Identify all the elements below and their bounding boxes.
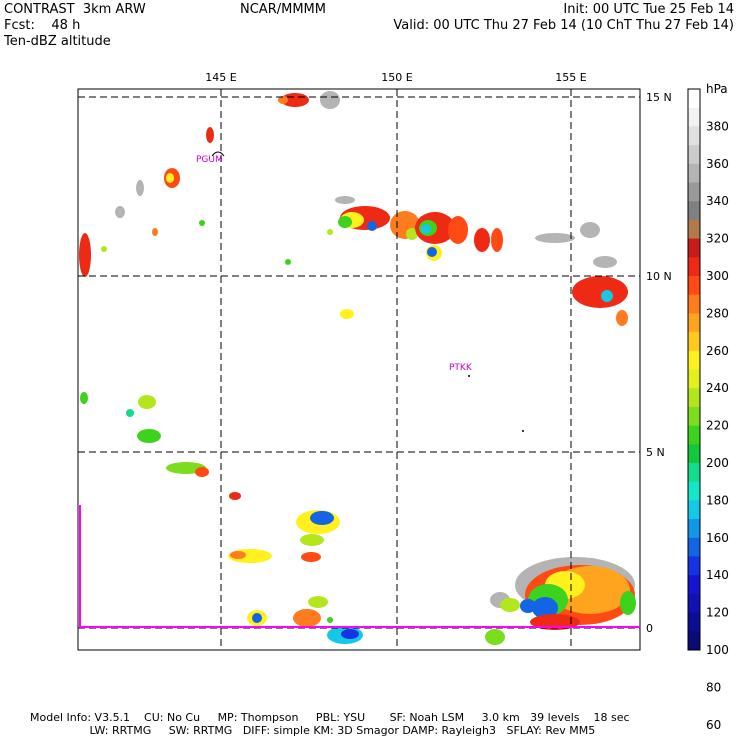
colorbar-swatch <box>688 463 700 483</box>
colorbar-unit: hPa <box>706 82 728 96</box>
colorbar-swatch <box>688 89 700 109</box>
lat-label-5n: 5 N <box>646 446 665 459</box>
colorbar-label: 380 <box>706 119 729 133</box>
colorbar-label: 160 <box>706 531 729 545</box>
station-dot <box>468 375 470 377</box>
colorbar-label: 180 <box>706 493 729 507</box>
field-name: Ten-dBZ altitude <box>4 34 111 49</box>
colorbar-label: 260 <box>706 344 729 358</box>
cells-southeast-complex <box>485 565 636 645</box>
cells-north-row <box>327 206 503 261</box>
colorbar-label: 360 <box>706 157 729 171</box>
colorbar-label: 100 <box>706 643 729 657</box>
cells-south <box>228 510 363 644</box>
colorbar-label: 280 <box>706 306 729 320</box>
colorbar-swatch <box>688 388 700 408</box>
lon-label-150e: 150 E <box>381 71 412 84</box>
colorbar-label: 60 <box>706 718 721 732</box>
colorbar-swatch <box>688 575 700 595</box>
station-pgum: PGUM <box>196 155 223 165</box>
cells-east-10n <box>340 276 628 326</box>
colorbar-swatch <box>688 332 700 352</box>
colorbar-label: 220 <box>706 419 729 433</box>
station-ptkk: PTKK <box>449 363 473 373</box>
colorbar-frame <box>687 88 701 651</box>
domain-boundary <box>79 505 640 628</box>
colorbar-swatch <box>688 163 700 183</box>
colorbar-label: 300 <box>706 269 729 283</box>
colorbar-swatch <box>688 612 700 632</box>
colorbar-swatch <box>688 107 700 127</box>
lon-label-145e: 145 E <box>205 71 236 84</box>
colorbar-swatch <box>688 219 700 240</box>
colorbar-swatch <box>688 294 700 314</box>
forecast-hour: Fcst: 48 h <box>4 18 81 33</box>
colorbar-swatch <box>688 369 700 389</box>
colorbar-swatch <box>688 313 700 333</box>
colorbar-label: 80 <box>706 680 721 694</box>
colorbar-label: 320 <box>706 232 729 246</box>
valid-time: Valid: 00 UTC Thu 27 Feb 14 (10 ChT Thu … <box>393 18 734 33</box>
lat-label-0: 0 <box>646 622 653 635</box>
colorbar-swatch <box>688 126 700 146</box>
lat-label-10n: 10 N <box>646 270 672 283</box>
colorbar-swatch <box>688 631 700 651</box>
model-info-line-1: Model Info: V3.5.1 CU: No Cu MP: Thompso… <box>30 711 630 724</box>
colorbar-swatch <box>688 537 700 557</box>
colorbar-label: 200 <box>706 456 729 470</box>
island-dot <box>522 430 524 432</box>
cells-top <box>79 93 309 277</box>
cells-west <box>80 392 241 500</box>
model-title: CONTRAST 3km ARW <box>4 2 146 17</box>
gray-echoes <box>115 91 635 613</box>
colorbar-swatch <box>688 145 700 165</box>
center-name: NCAR/MMMM <box>240 2 326 17</box>
lon-label-155e: 155 E <box>555 71 586 84</box>
colorbar-swatch <box>688 201 700 221</box>
colorbar-swatch <box>688 556 700 576</box>
colorbar-swatch <box>688 425 700 445</box>
colorbar-swatch <box>688 500 700 520</box>
colorbar-swatch <box>688 406 700 427</box>
colorbar-label: 120 <box>706 606 729 620</box>
colorbar-swatch <box>688 444 700 464</box>
model-info-line-2: LW: RRTMG SW: RRTMG DIFF: simple KM: 3D … <box>30 724 596 737</box>
colorbar-swatch <box>688 257 700 277</box>
colorbar-swatch <box>688 238 700 258</box>
colorbar-label: 340 <box>706 194 729 208</box>
colorbar-swatch <box>688 481 700 501</box>
colorbar-swatch <box>688 182 700 202</box>
colorbar-swatch <box>688 276 700 296</box>
plot-frame <box>77 88 641 651</box>
colorbar: 380 360 340 320 300 280 260 240 220 200 180 160 140 1… <box>687 88 729 732</box>
colorbar-swatch <box>688 593 700 614</box>
colorbar-label: 140 <box>706 568 729 582</box>
colorbar-label: 240 <box>706 381 729 395</box>
init-time: Init: 00 UTC Tue 25 Feb 14 <box>563 2 734 17</box>
colorbar-swatch <box>688 350 700 370</box>
colorbar-swatch <box>688 519 700 539</box>
echo-cells <box>79 91 636 645</box>
lat-label-15n: 15 N <box>646 91 672 104</box>
guam-coast <box>211 151 225 157</box>
